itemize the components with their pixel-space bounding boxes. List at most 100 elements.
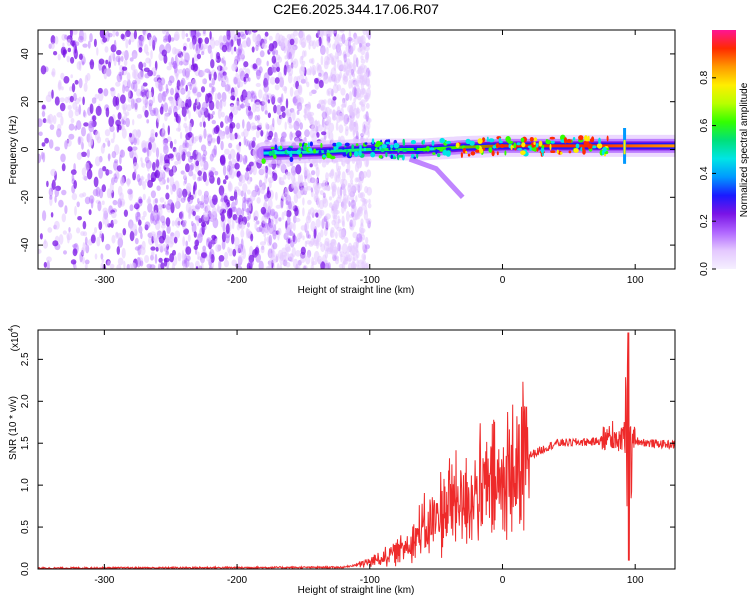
noise-blob (258, 66, 263, 74)
signal-speckle (413, 147, 418, 151)
noise-blob (70, 56, 75, 64)
noise-blob (299, 30, 305, 41)
noise-blob (181, 249, 185, 261)
noise-blob (129, 230, 135, 242)
noise-blob (150, 190, 156, 199)
noise-blob (251, 92, 256, 99)
noise-blob (229, 134, 236, 140)
noise-blob (132, 138, 137, 143)
noise-blob (71, 174, 75, 182)
noise-blob (121, 118, 125, 125)
noise-blob (220, 140, 224, 151)
noise-blob (326, 30, 332, 33)
noise-blob (266, 266, 270, 269)
noise-blob (200, 86, 206, 93)
signal-speckle (307, 142, 310, 148)
noise-blob (146, 51, 150, 56)
noise-blob (129, 204, 134, 212)
noise-blob (187, 96, 192, 107)
noise-blob (207, 140, 212, 147)
noise-blob (98, 167, 103, 179)
noise-blob (297, 259, 302, 266)
noise-blob (175, 189, 180, 196)
noise-blob (361, 128, 366, 136)
noise-blob (267, 112, 271, 119)
noise-blob (158, 80, 163, 92)
noise-blob (100, 262, 104, 269)
noise-blob (323, 99, 327, 105)
noise-blob (149, 109, 156, 117)
signal-speckle (445, 140, 452, 144)
noise-blob (258, 179, 263, 188)
noise-blob (41, 142, 46, 147)
noise-blob (174, 149, 178, 158)
noise-blob (212, 111, 215, 115)
noise-blob (271, 65, 278, 74)
noise-blob (91, 97, 97, 104)
signal-speckle (349, 151, 352, 157)
noise-blob (159, 207, 163, 217)
noise-blob (70, 169, 77, 176)
signal-speckle (520, 137, 525, 143)
noise-blob (200, 222, 207, 228)
noise-blob (207, 44, 212, 54)
noise-blob (337, 242, 341, 252)
noise-blob (122, 120, 126, 125)
noise-blob (184, 140, 189, 151)
noise-blob (275, 191, 278, 201)
noise-blob (137, 196, 143, 207)
noise-blob (318, 99, 325, 105)
signal-speckle (385, 141, 390, 145)
noise-blob (200, 252, 207, 258)
noise-blob (105, 243, 111, 251)
noise-blob (164, 257, 168, 267)
noise-blob (158, 235, 165, 244)
noise-blob (334, 245, 338, 256)
noise-blob (302, 197, 305, 206)
noise-blob (209, 38, 216, 49)
noise-blob (114, 159, 119, 164)
noise-blob (341, 205, 345, 214)
noise-blob (169, 253, 175, 263)
signal-speckle (271, 149, 275, 156)
signal-speckle (296, 149, 301, 155)
noise-blob (61, 189, 67, 196)
noise-blob (182, 50, 186, 57)
noise-blob (154, 198, 159, 204)
signal-speckle (322, 154, 326, 158)
noise-blob (127, 89, 131, 98)
noise-blob (248, 254, 255, 263)
noise-blob (176, 152, 181, 162)
signal-speckle (370, 152, 376, 158)
noise-blob (289, 112, 292, 119)
noise-blob (266, 130, 269, 137)
noise-blob (82, 96, 85, 106)
noise-blob (361, 253, 367, 261)
noise-blob (40, 65, 47, 75)
noise-blob (295, 117, 301, 127)
noise-blob (116, 165, 123, 172)
noise-blob (78, 62, 82, 71)
noise-blob (211, 77, 216, 86)
noise-blob (257, 114, 261, 121)
noise-blob (182, 263, 187, 269)
noise-blob (199, 121, 203, 128)
noise-blob (58, 199, 64, 208)
noise-blob (338, 124, 344, 134)
noise-blob (221, 231, 227, 243)
noise-blob (337, 186, 340, 197)
signal-speckle (572, 137, 576, 141)
noise-blob (69, 95, 74, 103)
noise-blob (252, 103, 257, 113)
noise-blob (230, 104, 235, 112)
noise-blob (367, 70, 372, 77)
noise-blob (206, 237, 212, 243)
noise-blob (256, 58, 262, 65)
noise-blob (87, 40, 91, 49)
signal-speckle (505, 136, 511, 143)
noise-blob (266, 212, 271, 220)
noise-blob (108, 61, 111, 69)
noise-blob (68, 227, 71, 233)
noise-blob (80, 151, 87, 157)
noise-blob (357, 181, 363, 192)
